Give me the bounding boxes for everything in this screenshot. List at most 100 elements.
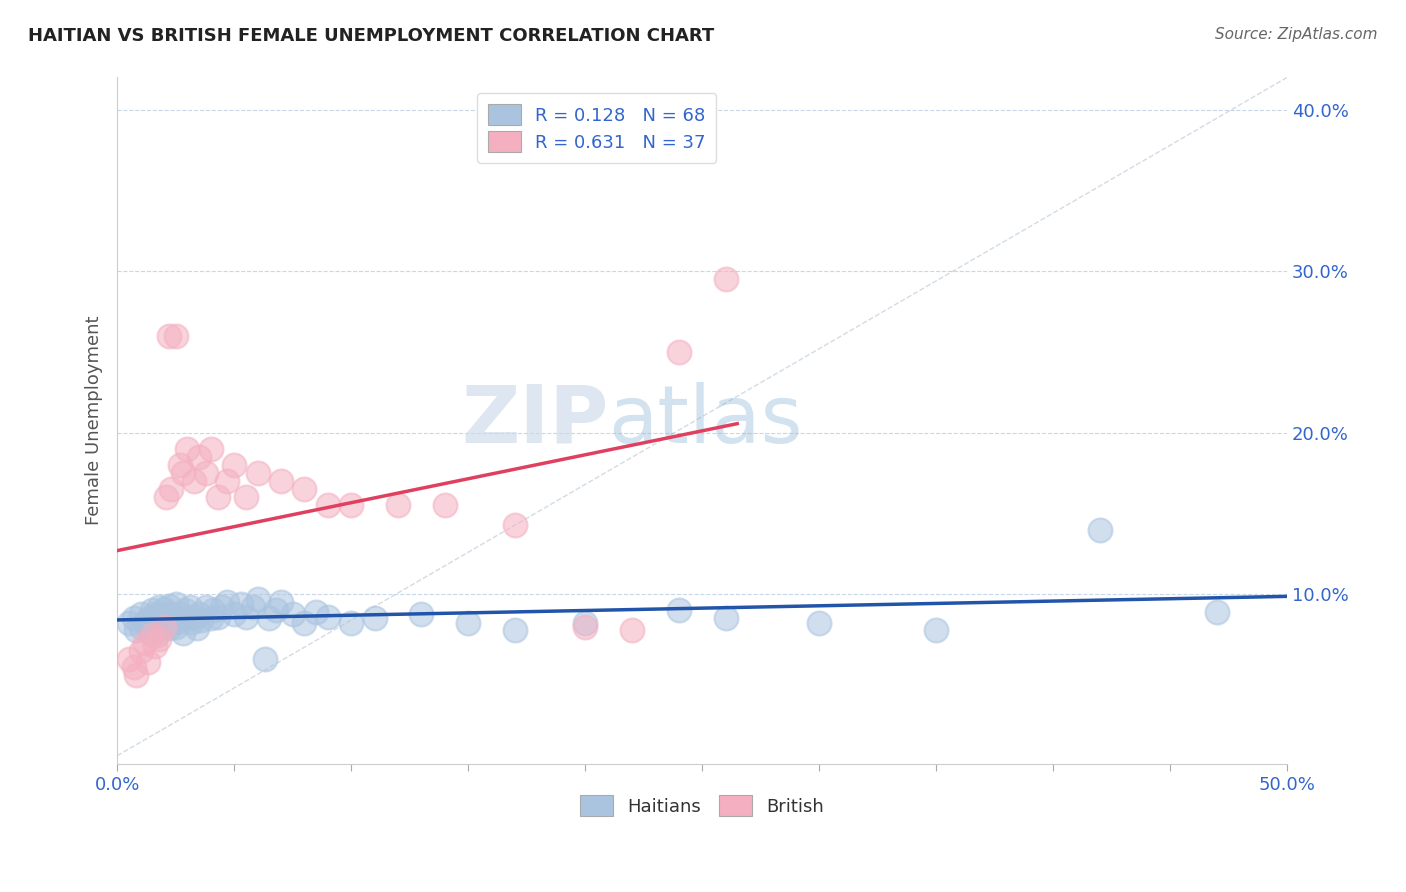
Point — [146, 627, 169, 641]
Y-axis label: Female Unemployment: Female Unemployment — [86, 316, 103, 525]
Point — [129, 607, 152, 621]
Point — [211, 600, 233, 615]
Point — [242, 600, 264, 615]
Point — [129, 644, 152, 658]
Point — [253, 652, 276, 666]
Text: atlas: atlas — [609, 382, 803, 459]
Point — [200, 442, 222, 456]
Point — [503, 623, 526, 637]
Point — [433, 499, 456, 513]
Point — [188, 607, 211, 621]
Point — [305, 605, 328, 619]
Point — [340, 499, 363, 513]
Point — [235, 610, 257, 624]
Point — [457, 616, 479, 631]
Point — [155, 491, 177, 505]
Point — [148, 608, 170, 623]
Point — [714, 611, 737, 625]
Point — [143, 607, 166, 621]
Point — [340, 616, 363, 631]
Point — [141, 603, 163, 617]
Point — [574, 619, 596, 633]
Point — [157, 329, 180, 343]
Point — [668, 345, 690, 359]
Point — [122, 660, 145, 674]
Point — [167, 615, 190, 629]
Text: ZIP: ZIP — [461, 382, 609, 459]
Point — [217, 595, 239, 609]
Point — [316, 610, 339, 624]
Point — [292, 616, 315, 631]
Point — [246, 466, 269, 480]
Point — [122, 611, 145, 625]
Point — [181, 615, 204, 629]
Point — [172, 626, 194, 640]
Point — [153, 619, 176, 633]
Point — [160, 616, 183, 631]
Legend: Haitians, British: Haitians, British — [574, 789, 831, 823]
Point — [143, 639, 166, 653]
Point — [1205, 605, 1227, 619]
Point — [141, 627, 163, 641]
Point — [411, 607, 433, 621]
Point — [714, 272, 737, 286]
Point — [165, 329, 187, 343]
Point — [136, 621, 159, 635]
Text: Source: ZipAtlas.com: Source: ZipAtlas.com — [1215, 27, 1378, 42]
Point — [207, 610, 229, 624]
Point — [129, 619, 152, 633]
Point — [150, 619, 173, 633]
Point — [148, 632, 170, 647]
Point — [118, 652, 141, 666]
Point — [808, 616, 831, 631]
Point — [235, 491, 257, 505]
Point — [172, 466, 194, 480]
Point — [259, 611, 281, 625]
Point — [387, 499, 409, 513]
Point — [153, 615, 176, 629]
Point — [207, 491, 229, 505]
Point — [217, 474, 239, 488]
Point — [200, 611, 222, 625]
Point — [292, 483, 315, 497]
Point — [503, 517, 526, 532]
Point — [176, 442, 198, 456]
Point — [188, 450, 211, 464]
Point — [281, 607, 304, 621]
Point — [183, 474, 205, 488]
Point — [363, 611, 385, 625]
Point — [190, 613, 212, 627]
Point — [136, 655, 159, 669]
Point — [202, 603, 225, 617]
Point — [176, 611, 198, 625]
Point — [224, 607, 246, 621]
Point — [231, 597, 253, 611]
Point — [270, 595, 292, 609]
Point — [157, 599, 180, 613]
Point — [134, 636, 156, 650]
Point — [246, 592, 269, 607]
Point — [153, 601, 176, 615]
Point — [143, 616, 166, 631]
Point — [270, 474, 292, 488]
Point — [169, 458, 191, 472]
Point — [157, 621, 180, 635]
Point — [195, 600, 218, 615]
Point — [134, 615, 156, 629]
Point — [169, 607, 191, 621]
Point — [165, 619, 187, 633]
Point — [1088, 523, 1111, 537]
Point — [316, 499, 339, 513]
Point — [183, 610, 205, 624]
Point — [125, 623, 148, 637]
Point — [160, 607, 183, 621]
Point — [162, 610, 184, 624]
Point — [925, 623, 948, 637]
Point — [174, 603, 197, 617]
Point — [165, 597, 187, 611]
Point — [160, 483, 183, 497]
Point — [266, 603, 288, 617]
Point — [224, 458, 246, 472]
Point — [148, 600, 170, 615]
Point — [139, 610, 162, 624]
